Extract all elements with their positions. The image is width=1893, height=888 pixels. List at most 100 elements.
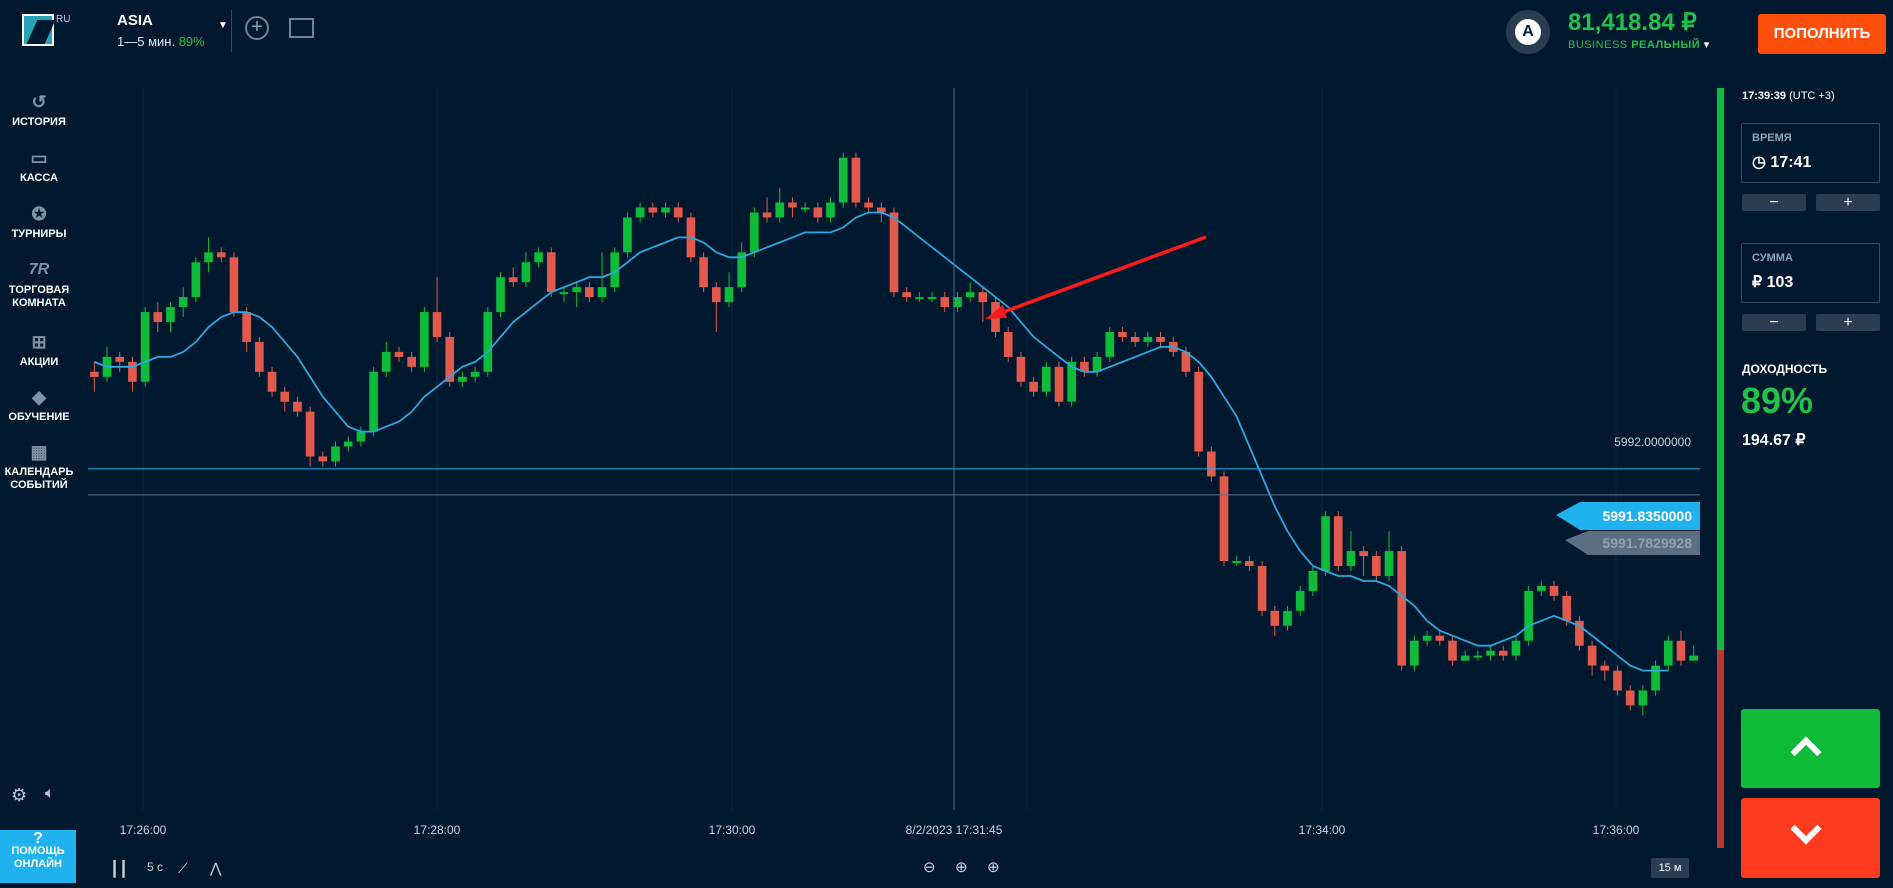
help-online-button[interactable]: ? ПОМОЩЬ ОНЛАЙН [0, 830, 76, 883]
price-label-grey-wrap: 5992.0000000 [1614, 435, 1691, 449]
time-plus-button[interactable]: + [1816, 194, 1880, 211]
wallet-icon: ▭ [30, 148, 48, 168]
sidebar-item-tournaments[interactable]: ✪ ТУРНИРЫ [0, 204, 78, 241]
clock-icon: ◷ [1752, 154, 1766, 171]
candle-body [1333, 516, 1343, 567]
zoom-in-icon[interactable]: ⊕ [987, 859, 1000, 876]
candle-body [597, 287, 607, 298]
chevron-up-icon [1790, 736, 1822, 768]
candle-body [838, 157, 848, 203]
candle-body [826, 202, 835, 218]
sidebar-item-history[interactable]: ↺ ИСТОРИЯ [0, 92, 78, 129]
reset-zoom-icon[interactable]: ⊕ [955, 859, 968, 876]
candle-body [1460, 655, 1470, 661]
chevron-down-icon [1790, 813, 1822, 845]
candle-body [90, 371, 99, 377]
logo[interactable] [22, 14, 54, 46]
candle-body [750, 212, 759, 253]
chart-type-candles-icon[interactable]: ┃┃ [110, 861, 129, 878]
candle-body [1651, 665, 1660, 691]
candle-body [1105, 331, 1115, 357]
settings-gear-icon[interactable]: ⚙ [11, 785, 28, 805]
candle-body [381, 351, 391, 372]
candle-body [1054, 366, 1064, 402]
sound-icon[interactable]: 🔈︎ [45, 785, 55, 802]
header-divider [231, 10, 232, 52]
sidebar-item-label: ИСТОРИЯ [12, 116, 66, 128]
avatar-letter[interactable]: A [1515, 19, 1541, 45]
sidebar-item-promotions[interactable]: ⊞ АКЦИИ [0, 332, 78, 369]
drawing-tools-icon[interactable]: ⋀ [210, 860, 222, 876]
candle-body [242, 312, 251, 342]
server-clock: 17:39:39 (UTC +3) [1742, 90, 1835, 102]
price-label-grey: 5992.0000000 [1614, 435, 1691, 449]
candle-body [1448, 640, 1457, 661]
put-down-button[interactable] [1741, 798, 1880, 878]
candle-body [1346, 551, 1356, 567]
asset-name[interactable]: ASIA [117, 12, 153, 29]
candle-body [496, 277, 505, 313]
asset-dropdown-caret-icon[interactable]: ▼ [218, 20, 228, 31]
timeframe-badge[interactable]: 15 м [1651, 858, 1689, 878]
candle-body [711, 287, 721, 303]
graduation-cap-icon: ◆ [32, 387, 46, 407]
sidebar-item-calendar[interactable]: ▦ КАЛЕНДАРЬ СОБЫТИЙ [0, 442, 78, 492]
candle-body [1016, 356, 1026, 382]
account-type[interactable]: BUSINESS РЕАЛЬНЫЙ ▾ [1568, 38, 1710, 51]
strike-price-tag: 5991.7829928 [1565, 531, 1700, 555]
candle-body [965, 292, 975, 298]
sidebar-item-education[interactable]: ◆ ОБУЧЕНИЕ [0, 387, 78, 424]
candle-body [369, 371, 378, 432]
candle-body [1270, 610, 1280, 626]
candle-body [445, 336, 455, 382]
candle-body [1359, 551, 1368, 557]
amount-value[interactable]: ₽ 103 [1752, 274, 1794, 291]
candle-body [204, 252, 213, 263]
annotation-arrow [985, 235, 1207, 319]
candle-body [521, 262, 531, 283]
amount-minus-button[interactable]: − [1742, 314, 1806, 331]
profit-label: ДОХОДНОСТЬ [1742, 362, 1828, 376]
account-balance[interactable]: 81,418.84 ₽ [1568, 9, 1697, 36]
candle-body [1575, 620, 1584, 646]
expiry-time-text: 17:41 [1770, 154, 1812, 171]
expiry-time-field[interactable] [1741, 123, 1880, 183]
candle-body [1524, 590, 1533, 641]
candle-body [1498, 650, 1508, 656]
amount-field[interactable] [1741, 243, 1880, 303]
ruler-icon[interactable]: ⟋ [178, 860, 188, 876]
chart-layout-icon[interactable] [289, 18, 314, 38]
account-caret-icon: ▾ [1703, 39, 1710, 51]
x-tick-label: 17:34:00 [1299, 823, 1346, 837]
expiry-time-value[interactable]: ◷ 17:41 [1752, 152, 1811, 172]
x-tick-label: 17:28:00 [414, 823, 461, 837]
candle-body [864, 202, 873, 208]
current-price-value: 5991.8350000 [1602, 508, 1692, 524]
strike-price-value: 5991.7829928 [1602, 535, 1692, 551]
call-up-button[interactable] [1741, 709, 1880, 788]
sidebar-item-trading-room[interactable]: 7R ТОРГОВАЯ КОМНАТА [0, 260, 78, 310]
candle-interval[interactable]: 5 с [147, 860, 164, 874]
sidebar-item-label: СОБЫТИЙ [10, 479, 68, 491]
candle-body [1562, 595, 1572, 621]
amount-plus-button[interactable]: + [1816, 314, 1880, 331]
candle-body [280, 391, 290, 402]
sidebar-item-cashier[interactable]: ▭ КАССА [0, 148, 78, 185]
candle-body [331, 446, 340, 462]
clock-time: 17:39:39 [1742, 90, 1787, 102]
asset-info: 1—5 мин. 89% [117, 34, 205, 49]
candle-body [178, 297, 188, 308]
candle-body [623, 217, 632, 253]
candle-body [1143, 336, 1153, 342]
candle-body [661, 207, 670, 213]
asset-duration: 1—5 мин. [117, 34, 176, 49]
add-asset-plus-icon[interactable]: + [245, 16, 269, 40]
zoom-out-icon[interactable]: ⊖ [923, 859, 936, 876]
candle-body [115, 356, 125, 362]
profit-percent: 89% [1741, 380, 1814, 421]
time-minus-button[interactable]: − [1742, 194, 1806, 211]
deposit-button[interactable]: ПОПОЛНИТЬ [1758, 14, 1886, 54]
candle-body [1130, 336, 1140, 342]
candle-body [813, 207, 823, 218]
